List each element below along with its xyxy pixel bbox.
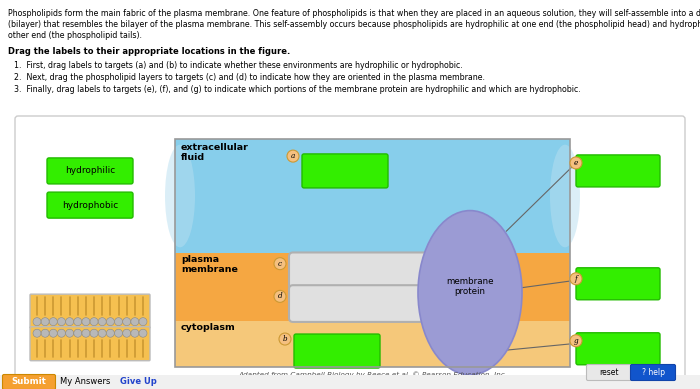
FancyBboxPatch shape [302, 154, 388, 188]
FancyBboxPatch shape [576, 268, 660, 300]
Text: Drag the labels to their appropriate locations in the figure.: Drag the labels to their appropriate loc… [8, 47, 290, 56]
Circle shape [98, 318, 106, 326]
Text: a: a [290, 152, 295, 160]
Bar [0, 375, 700, 389]
Circle shape [274, 290, 286, 302]
Text: other end (the phospholipid tails).: other end (the phospholipid tails). [8, 31, 142, 40]
Circle shape [66, 318, 74, 326]
FancyBboxPatch shape [289, 252, 445, 289]
Circle shape [41, 318, 49, 326]
Text: Phospholipids form the main fabric of the plasma membrane. One feature of phosph: Phospholipids form the main fabric of th… [8, 9, 700, 18]
Text: e: e [574, 159, 578, 167]
Text: hydrophilic: hydrophilic [65, 166, 115, 175]
Text: d: d [278, 293, 282, 300]
Circle shape [115, 318, 122, 326]
Text: Adapted from Campbell Biology by Reece et al. © Pearson Education, Inc.: Adapted from Campbell Biology by Reece e… [238, 371, 507, 378]
Circle shape [570, 335, 582, 347]
Circle shape [122, 329, 131, 337]
Ellipse shape [418, 210, 522, 375]
Circle shape [33, 329, 41, 337]
Text: ? help: ? help [641, 368, 664, 377]
FancyBboxPatch shape [47, 158, 133, 184]
Text: extracellular
fluid: extracellular fluid [181, 143, 249, 162]
FancyBboxPatch shape [289, 285, 445, 322]
Ellipse shape [550, 145, 580, 247]
Circle shape [74, 329, 82, 337]
FancyBboxPatch shape [3, 375, 55, 389]
Text: cytoplasm: cytoplasm [181, 323, 236, 332]
FancyBboxPatch shape [15, 116, 685, 384]
Text: Give Up: Give Up [120, 377, 157, 387]
Circle shape [74, 318, 82, 326]
Circle shape [57, 318, 66, 326]
Circle shape [131, 318, 139, 326]
Text: reset: reset [599, 368, 619, 377]
Text: 2.  Next, drag the phospholipid layers to targets (c) and (d) to indicate how th: 2. Next, drag the phospholipid layers to… [14, 73, 485, 82]
FancyBboxPatch shape [576, 155, 660, 187]
Text: f: f [575, 275, 577, 283]
Text: 3.  Finally, drag labels to targets (e), (f), and (g) to indicate which portions: 3. Finally, drag labels to targets (e), … [14, 85, 581, 94]
Text: g: g [574, 337, 578, 345]
Circle shape [131, 329, 139, 337]
Circle shape [82, 329, 90, 337]
Ellipse shape [165, 145, 195, 247]
Circle shape [139, 318, 147, 326]
Circle shape [570, 157, 582, 169]
Text: My Answers: My Answers [60, 377, 111, 387]
Circle shape [33, 318, 41, 326]
Circle shape [274, 258, 286, 270]
Circle shape [82, 318, 90, 326]
Bar [175, 253, 570, 321]
Circle shape [98, 329, 106, 337]
Circle shape [122, 318, 131, 326]
FancyBboxPatch shape [294, 334, 380, 368]
Circle shape [106, 329, 114, 337]
Text: Submit: Submit [12, 377, 46, 387]
Text: c: c [278, 259, 282, 268]
Bar [175, 321, 570, 367]
Circle shape [115, 329, 122, 337]
Text: membrane
protein: membrane protein [447, 277, 494, 296]
Circle shape [139, 329, 147, 337]
FancyBboxPatch shape [576, 333, 660, 365]
Text: plasma
membrane: plasma membrane [181, 255, 238, 274]
Bar [175, 139, 570, 253]
FancyBboxPatch shape [30, 327, 150, 361]
Text: 1.  First, drag labels to targets (a) and (b) to indicate whether these environm: 1. First, drag labels to targets (a) and… [14, 61, 463, 70]
Circle shape [287, 150, 299, 162]
FancyBboxPatch shape [30, 294, 150, 328]
Circle shape [90, 329, 98, 337]
Circle shape [90, 318, 98, 326]
Text: hydrophobic: hydrophobic [62, 201, 118, 210]
Circle shape [106, 318, 114, 326]
Circle shape [66, 329, 74, 337]
Circle shape [49, 318, 57, 326]
Circle shape [57, 329, 66, 337]
Circle shape [279, 333, 291, 345]
FancyBboxPatch shape [47, 192, 133, 218]
Circle shape [49, 329, 57, 337]
Text: (bilayer) that resembles the bilayer of the plasma membrane. This self-assembly : (bilayer) that resembles the bilayer of … [8, 20, 700, 29]
FancyBboxPatch shape [587, 364, 631, 380]
FancyBboxPatch shape [631, 364, 676, 380]
Bar [175, 139, 570, 367]
Circle shape [41, 329, 49, 337]
Circle shape [570, 273, 582, 285]
Text: b: b [283, 335, 287, 343]
